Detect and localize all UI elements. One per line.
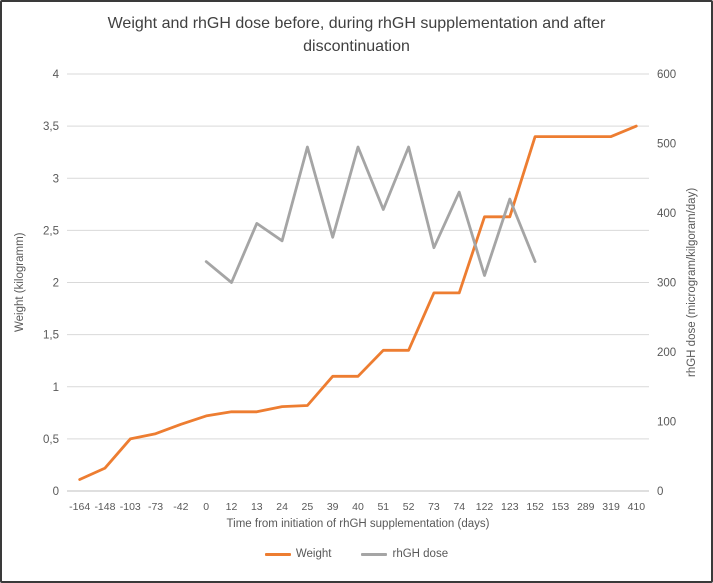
- chart-legend: Weight rhGH dose: [2, 548, 711, 560]
- x-axis-tick-label: 123: [501, 501, 519, 513]
- x-axis-tick-label: -148: [94, 501, 115, 513]
- left-axis-tick-label: 2: [53, 278, 59, 290]
- legend-item-dose: rhGH dose: [361, 548, 448, 560]
- legend-item-weight: Weight: [264, 548, 332, 560]
- left-axis-tick-label: 2,5: [43, 225, 59, 237]
- x-axis-tick-label: -164: [69, 501, 90, 513]
- left-axis-tick-label: 0,5: [43, 434, 59, 446]
- x-axis-title: Time from initiation of rhGH supplementa…: [226, 518, 490, 530]
- x-axis-tick-label: 40: [352, 501, 364, 513]
- right-axis-tick-label: 0: [657, 486, 663, 498]
- x-axis-tick-label: 51: [377, 501, 389, 513]
- left-axis-tick-label: 3: [53, 173, 59, 185]
- left-axis-title: Weight (kilogramm): [14, 232, 26, 333]
- weight-line-swatch: [264, 552, 291, 556]
- dose-line-swatch: [361, 552, 388, 556]
- x-axis-tick-label: 122: [476, 501, 494, 513]
- x-axis-tick-label: 152: [526, 501, 544, 513]
- x-axis-tick-label: 319: [602, 501, 620, 513]
- right-axis-tick-label: 400: [657, 208, 676, 220]
- left-axis-tick-label: 0: [53, 486, 59, 498]
- weight-line: [78, 124, 638, 481]
- x-axis-tick-label: 74: [453, 501, 465, 513]
- x-axis-tick-label: -42: [173, 501, 188, 513]
- dose-line: [204, 145, 537, 284]
- legend-label-weight: Weight: [295, 548, 332, 560]
- x-axis-tick-label: 73: [428, 501, 440, 513]
- x-axis-tick-label: 153: [552, 501, 570, 513]
- left-axis-tick-label: 1,5: [43, 330, 59, 342]
- x-axis-tick-label: -103: [120, 501, 141, 513]
- left-axis-tick-label: 3,5: [43, 121, 59, 133]
- right-axis-tick-label: 100: [657, 417, 676, 429]
- x-axis-tick-label: 12: [226, 501, 238, 513]
- right-axis-title: rhGH dose (microgram/kilgoram/day): [686, 187, 698, 378]
- right-axis-tick-label: 300: [657, 278, 676, 290]
- x-axis-tick-label: 52: [403, 501, 415, 513]
- x-axis-tick-label: 39: [327, 501, 339, 513]
- right-axis-tick-label: 200: [657, 347, 676, 359]
- right-axis-tick-label: 500: [657, 139, 676, 151]
- left-axis-tick-label: 1: [53, 382, 59, 394]
- x-axis-tick-label: 410: [628, 501, 646, 513]
- x-axis-tick-label: 25: [302, 501, 314, 513]
- left-axis-tick-label: 4: [53, 69, 60, 81]
- legend-label-dose: rhGH dose: [392, 548, 449, 560]
- x-axis-tick-label: 24: [276, 501, 288, 513]
- right-axis-tick-label: 600: [657, 69, 676, 81]
- x-axis-tick-label: 0: [203, 501, 209, 513]
- chart-title: Weight and rhGH dose before, during rhGH…: [107, 15, 606, 56]
- x-axis-tick-label: 289: [577, 501, 595, 513]
- x-axis-tick-label: 13: [251, 501, 263, 513]
- x-axis-tick-label: -73: [148, 501, 163, 513]
